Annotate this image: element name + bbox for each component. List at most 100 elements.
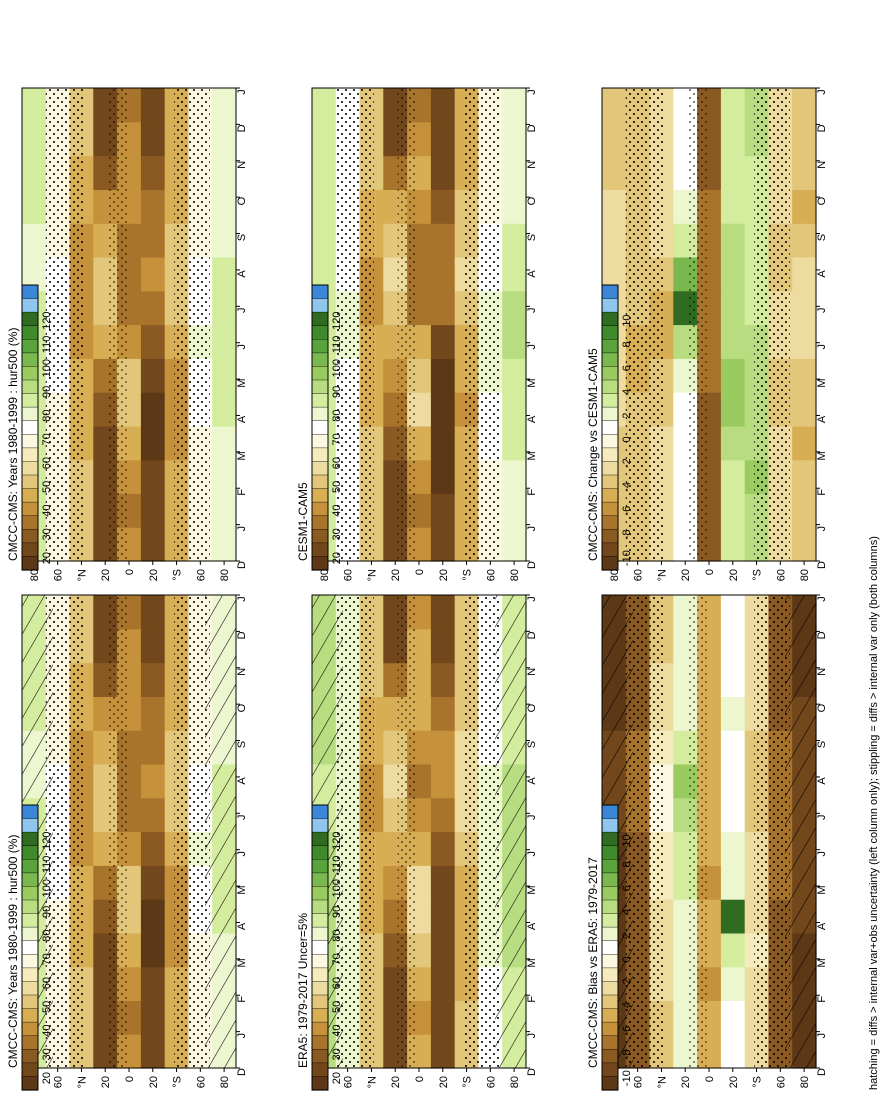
heat-cell	[792, 155, 817, 190]
month-tick-label: J	[816, 596, 828, 602]
colorbar-swatch	[601, 940, 619, 955]
colorbar-swatch	[21, 1049, 39, 1064]
colorbar-swatch	[21, 447, 39, 463]
heat-cell	[720, 358, 746, 393]
hatching-band	[495, 595, 526, 1068]
month-tick-label: D	[526, 631, 538, 639]
heat-cell	[502, 256, 527, 292]
lat-tick-label: °N	[656, 1076, 668, 1088]
month-tick-label: J	[526, 815, 538, 821]
colorbar-swatch	[21, 872, 39, 888]
stippling-band	[107, 595, 127, 1068]
heat-cell	[430, 121, 456, 157]
colorbar-frame	[311, 284, 329, 571]
colorbar-tick-label: 40	[41, 505, 53, 517]
colorbar-swatch	[601, 994, 619, 1010]
panel-3: 80 60 °N 20 0 20 °S 60 80 D J F M A M J J A S O N D J CESM1-CAM…	[296, 87, 538, 581]
heat-cell	[140, 1034, 166, 1069]
colorbar-frame	[21, 284, 39, 571]
heat-cell	[502, 88, 527, 123]
heat-cell	[502, 223, 527, 258]
colorbar-swatch	[311, 420, 329, 435]
heat-cell	[792, 256, 817, 292]
heat-cell	[312, 223, 337, 258]
colorbar-swatch	[21, 434, 39, 449]
colorbar-tick-label: 110	[41, 336, 53, 354]
month-tick-label: M	[526, 885, 538, 894]
colorbar-tick-label: 120	[41, 831, 53, 849]
heat-cell	[312, 155, 337, 190]
colorbar-swatch	[601, 515, 619, 530]
month-tick-label: J	[236, 308, 248, 314]
heat-cell	[140, 324, 166, 359]
heat-cell	[792, 425, 817, 461]
heat-cell	[502, 290, 527, 326]
heat-cell	[22, 223, 47, 258]
heat-cell	[430, 1034, 456, 1069]
colorbar-swatch	[601, 542, 619, 558]
heat-cell	[720, 155, 746, 190]
month-tick-label: F	[816, 996, 828, 1003]
colorbar-tick-label: 30	[331, 528, 343, 540]
month-tick-label: D	[526, 561, 538, 569]
heat-cell	[720, 392, 746, 427]
heat-cell	[720, 628, 746, 664]
colorbar-tick-label: -10	[621, 550, 633, 566]
colorbar-tick-label: 80	[331, 410, 343, 422]
heat-cell	[212, 290, 237, 326]
colorbar-tick-label: -6	[621, 1026, 633, 1036]
stippling-band	[45, 88, 84, 561]
colorbar-tick-label: -10	[621, 1070, 633, 1086]
colorbar-tick-label: 110	[41, 856, 53, 874]
colorbar-swatch	[21, 886, 39, 901]
colorbar-swatch	[21, 804, 39, 820]
colorbar-swatch	[21, 1062, 39, 1078]
colorbar-swatch	[601, 434, 619, 449]
month-tick-label: N	[236, 668, 248, 676]
month-tick-label: D	[236, 631, 248, 639]
colorbar-swatch	[21, 488, 39, 503]
colorbar-swatch	[601, 556, 619, 571]
colorbar-tick-label: 90	[41, 386, 53, 398]
colorbar-swatch	[21, 899, 39, 915]
lat-tick-label: 20	[438, 569, 450, 581]
lat-tick-label: 60	[343, 1076, 355, 1088]
heat-cell	[140, 932, 166, 968]
colorbar-tick-label: -6	[621, 506, 633, 516]
heat-cell	[602, 223, 627, 258]
heat-cell	[212, 121, 237, 157]
stippling-band	[397, 595, 417, 1068]
heat-cell	[720, 223, 746, 258]
colorbar-swatch	[311, 981, 329, 996]
lat-tick-label: 80	[799, 1076, 811, 1088]
heat-cell	[720, 899, 746, 934]
heat-cell	[140, 1000, 166, 1035]
colorbar-tick-label: 50	[41, 1001, 53, 1013]
month-tick-label: N	[526, 161, 538, 169]
month-tick-label: J	[816, 851, 828, 857]
month-tick-label: O	[236, 703, 248, 712]
lat-tick-label: °S	[462, 1076, 474, 1088]
heat-cell	[430, 763, 456, 799]
heat-cell	[602, 121, 627, 157]
heat-cell	[140, 527, 166, 562]
month-tick-label: A	[236, 777, 248, 785]
colorbar-tick-label: 80	[41, 930, 53, 942]
heat-cell	[140, 763, 166, 799]
heat-cell	[430, 662, 456, 697]
heat-cell	[430, 966, 456, 1001]
month-tick-label: A	[816, 922, 828, 930]
month-tick-label: F	[526, 489, 538, 496]
colorbar-tick-label: 6	[621, 365, 633, 371]
heat-cell	[502, 493, 527, 528]
lat-tick-label: 20	[680, 1076, 692, 1088]
heat-cell	[140, 696, 166, 731]
heat-cell	[140, 256, 166, 292]
month-tick-label: J	[526, 596, 538, 602]
month-tick-label: A	[236, 922, 248, 930]
colorbar-tick-label: 6	[621, 885, 633, 891]
colorbar-tick-label: 90	[41, 906, 53, 918]
heat-cell	[502, 358, 527, 393]
colorbar-swatch	[601, 298, 619, 313]
colorbar-swatch	[311, 501, 329, 517]
